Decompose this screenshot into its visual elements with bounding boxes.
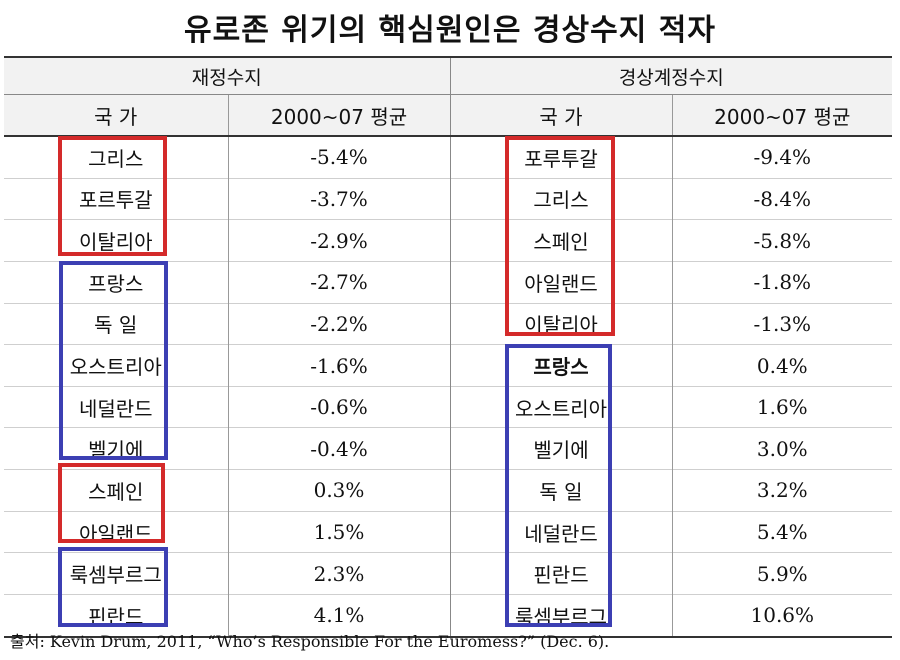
table-row: 네덜란드 -0.6% 오스트리아 1.6% <box>4 385 893 428</box>
current-value-cell: 5.4% <box>672 510 893 553</box>
current-country-cell: 룩셈부르그 <box>450 594 673 638</box>
current-value-cell: -1.3% <box>672 302 893 345</box>
fiscal-country-header: 국 가 <box>4 94 229 137</box>
fiscal-deficit-group-box <box>58 136 167 256</box>
current-value-cell: 1.6% <box>672 385 893 428</box>
fiscal-value-cell: 2.3% <box>228 552 451 595</box>
current-country-cell: 프랑스 <box>450 344 673 387</box>
current-account-header: 경상계정수지 <box>450 56 893 95</box>
fiscal-value-cell: -2.2% <box>228 302 451 345</box>
table-row: 스페인 0.3% 독 일 3.2% <box>4 469 893 512</box>
comparison-table: 재정수지 경상계정수지 국 가 2000~07 평균 국 가 2000~07 평… <box>4 56 893 638</box>
fiscal-core-group-box <box>59 261 168 460</box>
table-row: 벨기에 -0.4% 벨기에 3.0% <box>4 427 893 470</box>
fiscal-surplus-group-box <box>58 547 168 627</box>
fiscal-country-cell: 오스트리아 <box>4 344 229 387</box>
table-row: 포르투갈 -3.7% 그리스 -8.4% <box>4 177 893 220</box>
table-row: 이탈리아 -2.9% 스페인 -5.8% <box>4 219 893 262</box>
table-row: 아일랜드 1.5% 네덜란드 5.4% <box>4 510 893 553</box>
page-title: 유로존 위기의 핵심원인은 경상수지 적자 <box>184 13 716 48</box>
current-country-cell: 스페인 <box>450 219 673 262</box>
current-deficit-group-box <box>505 136 615 336</box>
fiscal-value-cell: -5.4% <box>228 136 451 179</box>
fiscal-country-cell: 그리스 <box>4 136 229 179</box>
current-country-cell: 오스트리아 <box>450 385 673 428</box>
fiscal-value-cell: 1.5% <box>228 510 451 553</box>
fiscal-value-cell: -3.7% <box>228 177 451 220</box>
current-value-cell: 0.4% <box>672 344 893 387</box>
fiscal-value-cell: -2.7% <box>228 260 451 304</box>
current-country-cell: 독 일 <box>450 469 673 512</box>
current-country-cell: 포루투갈 <box>450 136 673 179</box>
fiscal-country-cell: 네덜란드 <box>4 385 229 428</box>
current-value-cell: -8.4% <box>672 177 893 220</box>
fiscal-country-cell: 독 일 <box>4 302 229 345</box>
table-row: 프랑스 -2.7% 아일랜드 -1.8% <box>4 260 893 304</box>
current-value-cell: 5.9% <box>672 552 893 595</box>
fiscal-value-cell: -0.4% <box>228 427 451 470</box>
fiscal-value-cell: -2.9% <box>228 219 451 262</box>
source-label: 출처 <box>10 632 40 651</box>
current-surplus-group-box <box>505 344 612 627</box>
table-row: 그리스 -5.4% 포루투갈 -9.4% <box>4 136 892 179</box>
fiscal-value-cell: 4.1% <box>228 594 451 638</box>
table-row: 룩셈부르그 2.3% 핀란드 5.9% <box>4 552 893 595</box>
fiscal-country-cell: 룩셈부르그 <box>4 552 229 595</box>
fiscal-country-cell: 핀란드 <box>4 594 229 638</box>
fiscal-balance-header: 재정수지 <box>4 56 451 95</box>
table-row: 핀란드 4.1% 룩셈부르그 10.6% <box>4 594 893 638</box>
fiscal-periphery-group-box <box>58 463 165 543</box>
fiscal-value-cell: -1.6% <box>228 344 451 387</box>
current-value-cell: -5.8% <box>672 219 893 262</box>
current-value-cell: -1.8% <box>672 260 893 304</box>
current-country-header: 국 가 <box>450 94 673 137</box>
current-country-cell: 핀란드 <box>450 552 673 595</box>
fiscal-average-header: 2000~07 평균 <box>228 94 451 137</box>
fiscal-country-cell: 포르투갈 <box>4 177 229 220</box>
current-country-cell: 아일랜드 <box>450 260 673 304</box>
current-country-cell: 벨기에 <box>450 427 673 470</box>
current-country-cell: 네덜란드 <box>450 510 673 553</box>
fiscal-value-cell: -0.6% <box>228 385 451 428</box>
source-citation: : Kevin Drum, 2011, “Who’s Responsible F… <box>39 632 610 651</box>
current-value-cell: 10.6% <box>672 594 893 638</box>
current-value-cell: 3.0% <box>672 427 893 470</box>
source-note: 출처: Kevin Drum, 2011, “Who’s Responsible… <box>10 628 609 656</box>
table-row: 독 일 -2.2% 이탈리아 -1.3% <box>4 302 893 345</box>
fiscal-country-cell: 아일랜드 <box>4 510 229 553</box>
fiscal-country-cell: 프랑스 <box>4 260 229 304</box>
table-row: 오스트리아 -1.6% 프랑스 0.4% <box>4 344 893 387</box>
current-value-cell: 3.2% <box>672 469 893 512</box>
current-average-header: 2000~07 평균 <box>672 94 893 137</box>
fiscal-country-cell: 스페인 <box>4 469 229 512</box>
current-value-cell: -9.4% <box>753 145 812 170</box>
fiscal-value-cell: 0.3% <box>228 469 451 512</box>
current-country-cell: 그리스 <box>450 177 673 220</box>
